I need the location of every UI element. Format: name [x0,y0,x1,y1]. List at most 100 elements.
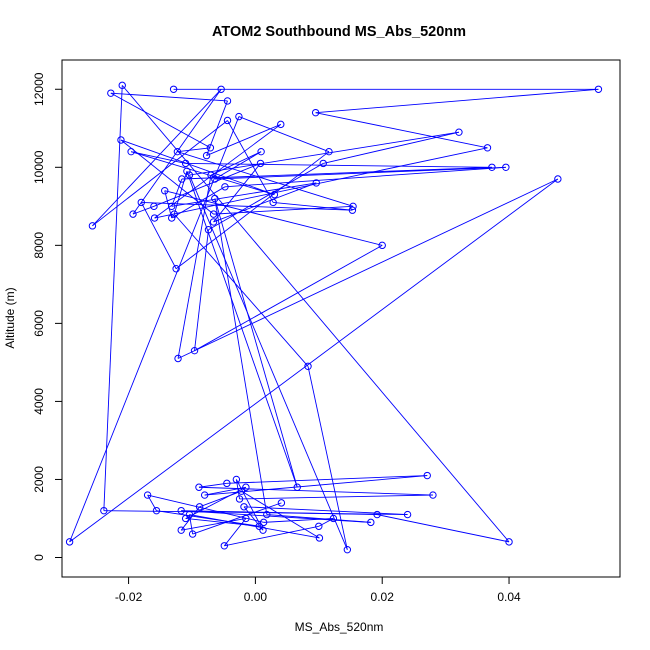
data-point [88,222,97,230]
series-segment [171,178,183,207]
data-point [117,136,125,144]
data-point [174,354,182,363]
data-point [143,491,152,499]
data-point [488,163,496,172]
data-point [505,538,513,546]
series-segment [154,147,488,219]
data-point [263,510,271,519]
y-axis-label: Altitude (m) [3,287,17,348]
data-point [173,147,182,156]
data-point [207,171,215,179]
series-segment [315,88,599,114]
series-segment [103,510,408,516]
data-point [177,506,185,515]
data-point [169,85,178,93]
series-segment [223,518,247,547]
y-tick-label: 10000 [32,150,46,184]
data-point [277,499,286,507]
data-point [209,218,218,226]
data-point [235,495,244,503]
data-point [311,108,320,117]
series-segment [175,151,330,270]
data-point [65,538,74,546]
series-segment [141,201,353,211]
data-point [107,89,115,97]
series-segment [192,502,282,535]
data-point [177,526,185,534]
series-segment [177,178,559,359]
data-point [118,81,126,90]
series-segment [239,494,433,500]
data-point [455,128,463,136]
data-point [502,163,510,172]
data-point [349,202,357,211]
series-segment [147,494,264,523]
series-points [65,81,603,554]
data-point [181,159,190,168]
y-tick-label: 0 [32,554,46,561]
data-point [373,510,381,519]
data-point [403,510,412,519]
data-point [277,120,285,129]
data-point [312,179,320,187]
data-point [367,518,375,527]
series-segment [121,85,510,543]
series-segment [213,163,261,223]
series-segment [164,190,173,219]
series-segment [181,510,371,523]
data-point [423,471,431,480]
series-segment [198,482,227,488]
data-point [181,514,190,523]
data-point [429,491,437,499]
data-point [170,210,178,218]
data-point [209,210,218,218]
series-segment [214,198,298,488]
data-point [150,214,159,222]
data-point [129,210,137,218]
data-point [304,362,312,370]
series-segment [214,151,262,180]
data-point [185,510,194,519]
series-segment [241,490,320,539]
data-point [195,483,203,491]
series-segment [210,151,262,176]
series-segment [110,92,211,149]
data-point [220,542,229,550]
data-point [183,167,191,175]
data-point [195,503,204,511]
data-point [319,159,327,168]
data-point [240,503,248,511]
x-axis-label: MS_Abs_520nm [295,620,384,634]
series-segment [103,85,123,511]
series-segment [199,490,242,508]
series-segment [226,475,428,484]
series-segment [318,518,334,527]
data-point [259,518,268,527]
data-point [172,265,180,273]
series-segment [213,182,317,223]
series-segment [224,166,506,188]
y-tick-label: 2000 [32,466,46,493]
x-tick-label: 0.02 [371,590,395,604]
data-point [255,522,263,530]
data-point [483,144,492,152]
data-point [257,147,265,156]
series-segment [177,151,354,207]
data-point [167,214,176,222]
series-segment [92,120,228,227]
series-segment [132,205,155,215]
series-segment [177,147,211,153]
y-axis: 0 2000 4000 6000 8000 10000 12000 [32,72,63,561]
data-point [167,202,176,211]
data-point [211,175,219,183]
series-segment [177,175,212,359]
data-point [188,530,197,538]
data-point [293,483,301,491]
data-point [100,506,108,515]
data-point [200,491,209,499]
data-point [269,198,277,207]
data-point [315,534,324,542]
series-segment [189,174,348,550]
data-point [221,183,229,191]
series-segment [307,366,348,550]
